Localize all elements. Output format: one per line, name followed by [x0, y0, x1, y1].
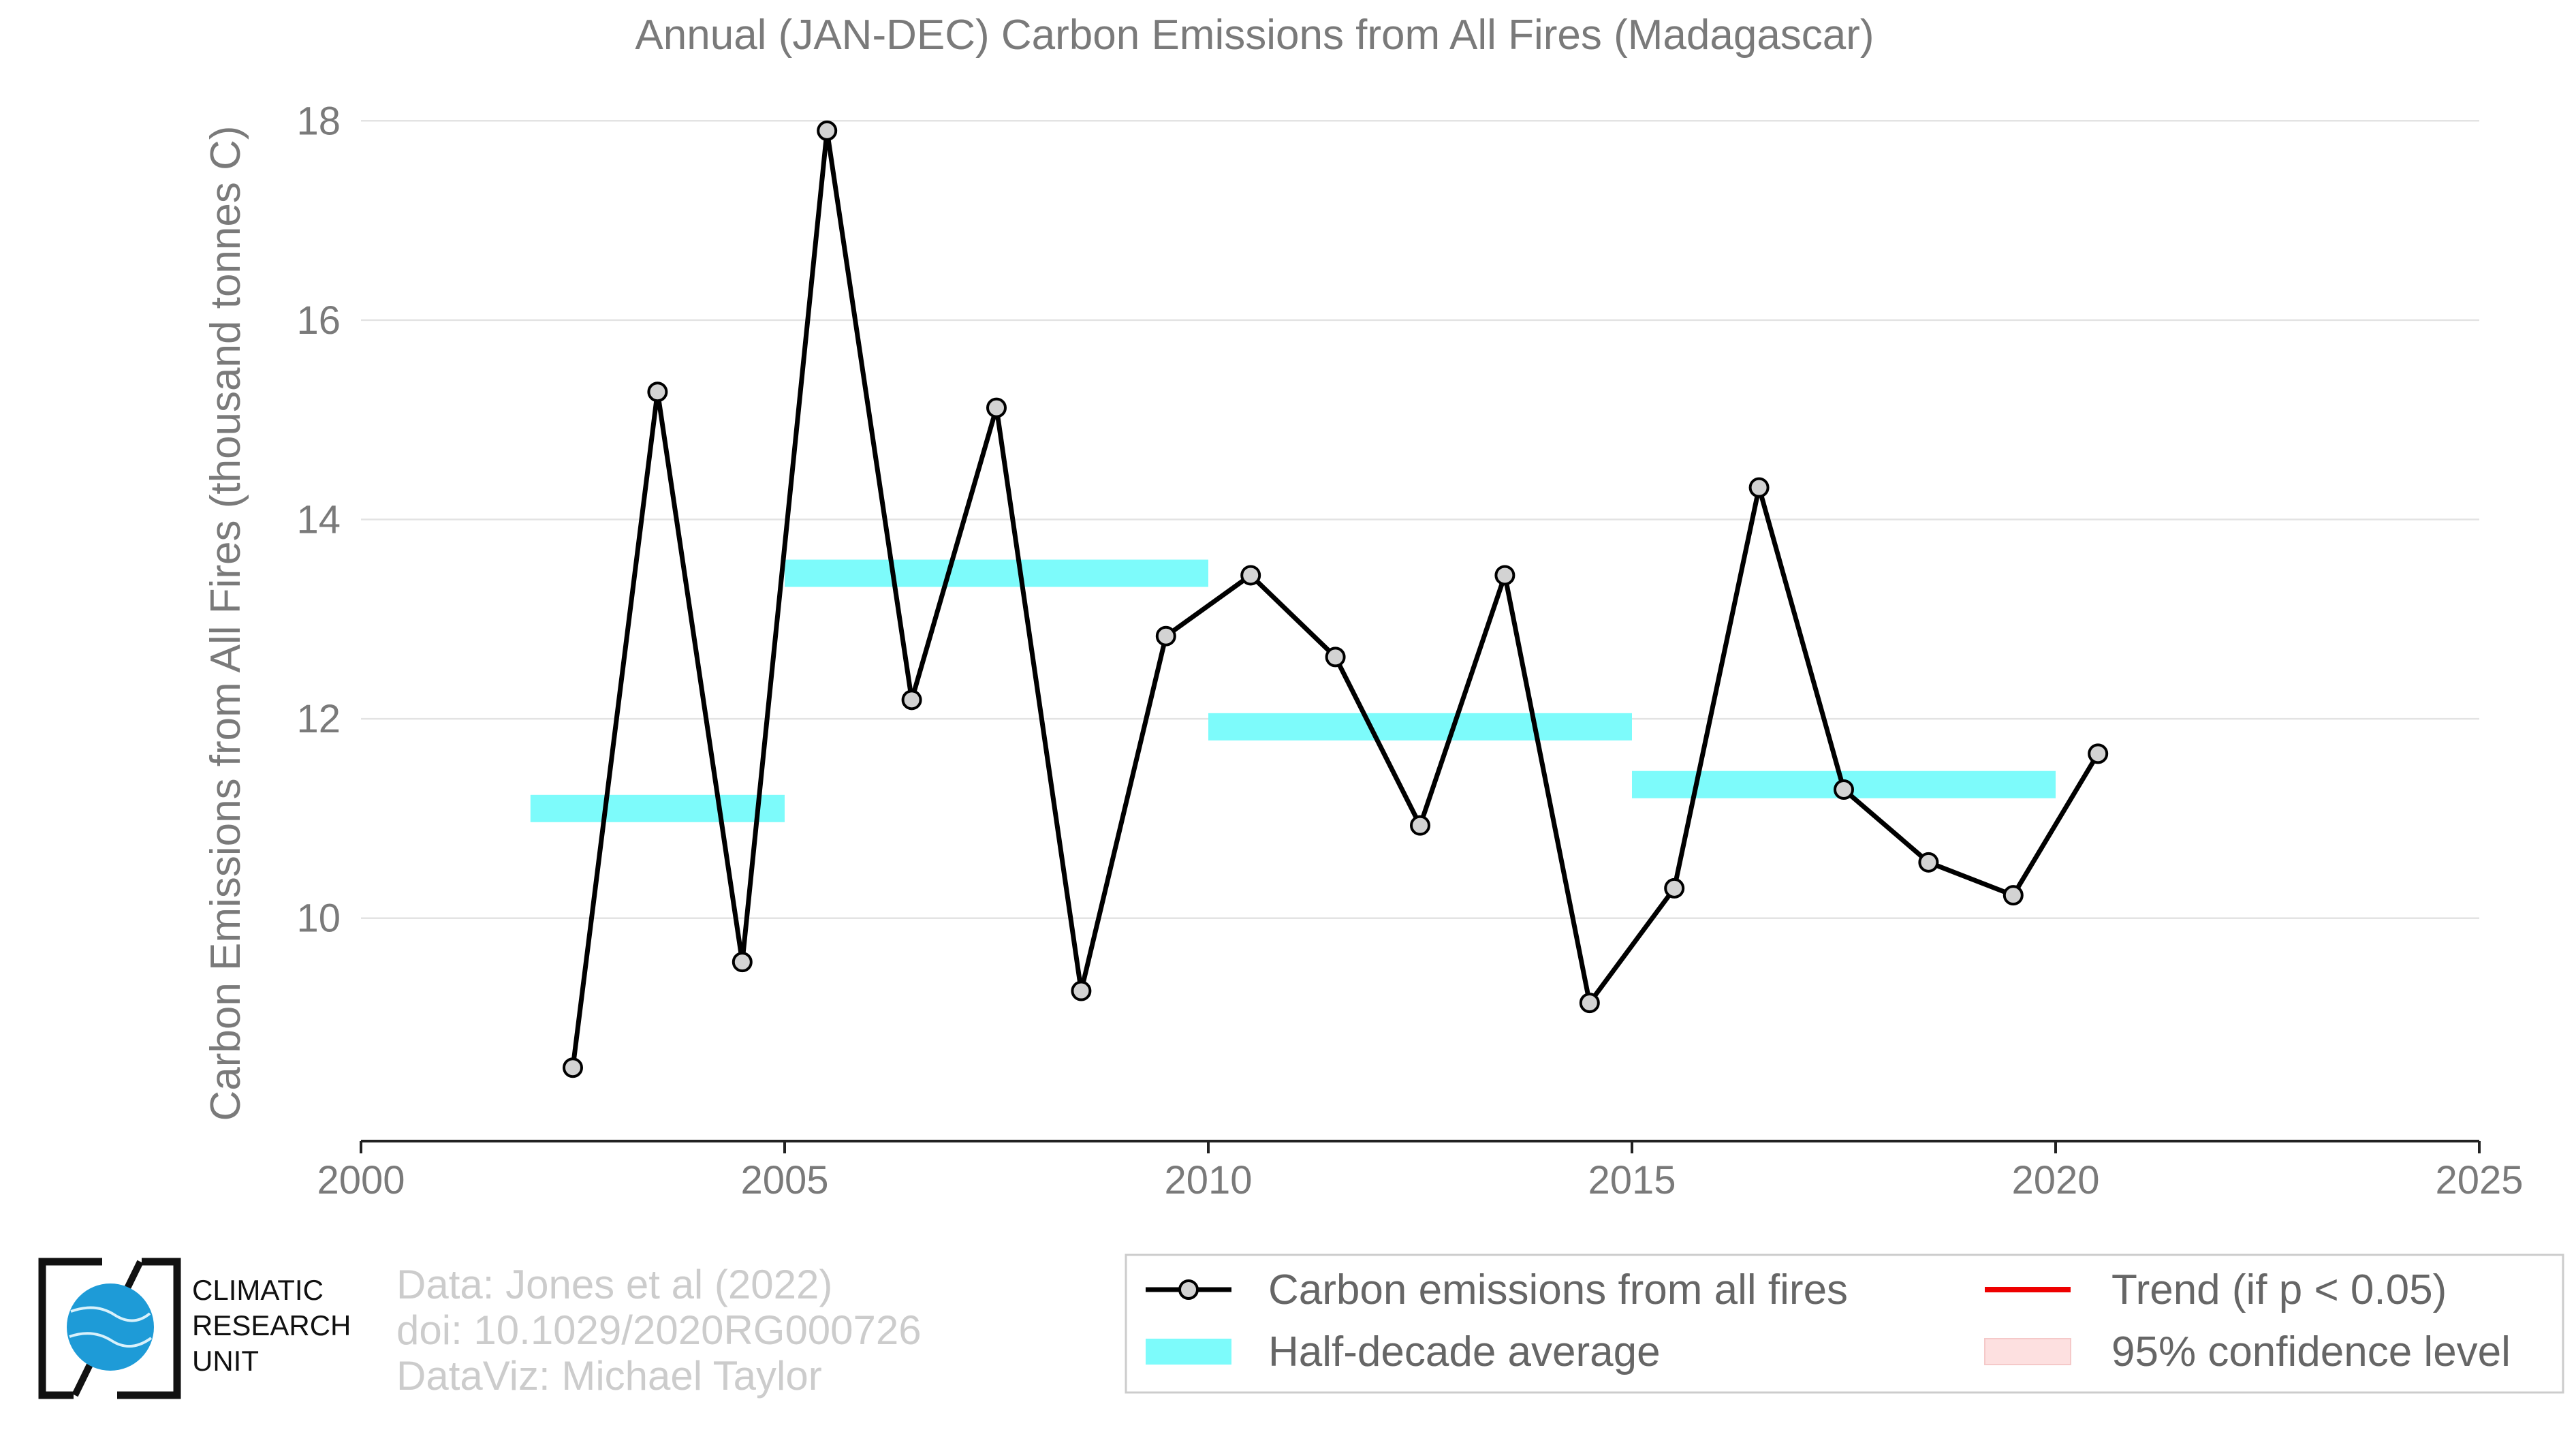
globe-wave-line [70, 1306, 151, 1322]
legend-confidence-swatch [1984, 1338, 2071, 1365]
emissions-line [570, 128, 2101, 1068]
emissions-point [986, 397, 1007, 418]
y-tick-label: 12 [296, 697, 341, 741]
y-axis-label: Carbon Emissions from All Fires (thousan… [202, 125, 249, 1121]
emissions-point [1748, 477, 1770, 498]
credit-doi: doi: 10.1029/2020RG000726 [396, 1307, 922, 1353]
credit-data-source: Data: Jones et al (2022) [396, 1262, 832, 1307]
logo-text-line3: UNIT [192, 1345, 259, 1377]
y-tick-label: 18 [296, 99, 341, 143]
x-tick-label: 2000 [317, 1158, 405, 1202]
emissions-point [2088, 743, 2109, 764]
legend-label-confidence: 95% confidence level [2111, 1328, 2511, 1375]
x-tick-label: 2015 [1588, 1158, 1676, 1202]
emissions-point [1664, 877, 1685, 899]
logo-text-line2: RESEARCH [192, 1309, 351, 1341]
x-tick-label: 2025 [2435, 1158, 2523, 1202]
emissions-point [647, 382, 668, 403]
emissions-point [1579, 993, 1600, 1014]
emissions-point [1410, 815, 1430, 836]
emissions-point [1494, 565, 1515, 586]
y-tick-label: 16 [296, 298, 341, 343]
legend-label-trend: Trend (if p < 0.05) [2111, 1266, 2447, 1313]
emissions-point [1325, 647, 1346, 668]
x-tick-label: 2020 [2011, 1158, 2099, 1202]
x-axis-ticks: 2000 2005 2010 2015 2020 2025 [317, 1141, 2524, 1202]
grid-lines [361, 120, 2479, 919]
emissions-point [901, 689, 922, 711]
x-tick-label: 2010 [1164, 1158, 1252, 1202]
x-tick-label: 2005 [740, 1158, 828, 1202]
y-tick-labels: 10 12 14 16 18 [296, 99, 341, 940]
emissions-series [563, 120, 2109, 1078]
legend-box [1125, 1254, 2564, 1394]
emissions-point [563, 1057, 583, 1078]
half-decade-average-bar [785, 559, 1208, 587]
chart-title: Annual (JAN-DEC) Carbon Emissions from A… [635, 12, 1874, 59]
cru-logo: CLIMATIC RESEARCH UNIT [38, 1258, 351, 1399]
logo-text-line1: CLIMATIC [192, 1274, 324, 1306]
emissions-point [1071, 980, 1092, 1001]
emissions-point [732, 952, 753, 973]
legend-label-half-decade: Half-decade average [1268, 1328, 1661, 1375]
emissions-point [1155, 625, 1176, 647]
logo-bracket-left [38, 1258, 102, 1399]
legend-marker-swatch [1178, 1279, 1199, 1300]
globe-icon [67, 1283, 154, 1371]
credit-dataviz: DataViz: Michael Taylor [396, 1353, 822, 1399]
half-decade-average-bar [1208, 713, 1632, 741]
emissions-point [1918, 852, 1939, 873]
emissions-point [1240, 565, 1261, 586]
legend: Carbon emissions from all fires Half-dec… [1125, 1254, 2564, 1394]
legend-band-swatch [1146, 1339, 1231, 1365]
emissions-point [2002, 885, 2024, 906]
globe-wave-line [69, 1332, 153, 1348]
y-tick-label: 14 [296, 498, 341, 542]
logo-bracket-right [117, 1258, 181, 1399]
legend-label-emissions: Carbon emissions from all fires [1268, 1266, 1848, 1313]
y-tick-label: 10 [296, 897, 341, 941]
emissions-point [817, 120, 838, 141]
half-decade-average-bar [530, 794, 785, 822]
emissions-point [1834, 779, 1854, 800]
